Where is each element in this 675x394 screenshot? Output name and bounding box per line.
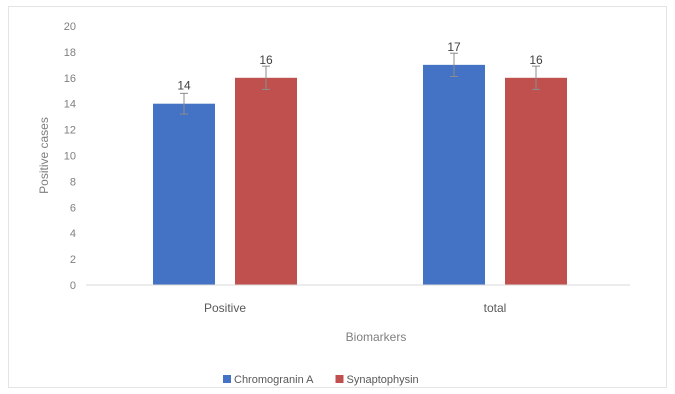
data-label: 16: [259, 53, 273, 67]
y-tick-label: 6: [70, 202, 76, 214]
y-tick-label: 18: [64, 47, 76, 59]
y-tick-label: 14: [64, 99, 76, 111]
y-tick-label: 20: [64, 21, 76, 33]
data-labels: 14 16 17 16: [177, 40, 543, 93]
bar: [505, 77, 567, 285]
y-axis-ticks: 0 2 4 6 8 10 12 14 16 18 20: [64, 21, 76, 292]
error-bar: [450, 52, 458, 78]
y-tick-label: 16: [64, 73, 76, 85]
x-axis-category-labels: Positive total: [204, 301, 506, 315]
error-bars: [180, 52, 540, 115]
legend-item: Synaptophysin: [335, 374, 419, 386]
legend-swatch: [335, 375, 344, 383]
y-tick-label: 4: [70, 228, 76, 240]
legend-item: Chromogranin A: [223, 374, 314, 386]
y-tick-label: 0: [70, 280, 76, 292]
error-bar: [532, 65, 540, 90]
y-tick-label: 2: [70, 254, 76, 266]
y-tick-label: 8: [70, 176, 76, 188]
error-bar: [180, 92, 188, 115]
legend-label: Synaptophysin: [347, 374, 419, 386]
bars: [153, 64, 567, 285]
data-label: 14: [177, 79, 191, 93]
x-tick-label: Positive: [204, 301, 246, 315]
data-label: 16: [529, 53, 543, 67]
bar: [423, 64, 485, 285]
data-label: 17: [447, 40, 461, 54]
legend: Chromogranin A Synaptophysin: [223, 374, 419, 386]
y-tick-label: 10: [64, 151, 76, 163]
error-bar: [262, 65, 270, 90]
y-axis-title: Positive cases: [37, 117, 51, 194]
y-tick-label: 12: [64, 125, 76, 137]
bar: [235, 77, 297, 285]
x-tick-label: total: [484, 301, 507, 315]
x-axis-title: Biomarkers: [346, 330, 407, 344]
bar: [153, 103, 215, 285]
legend-swatch: [223, 375, 231, 383]
legend-label: Chromogranin A: [234, 374, 314, 386]
